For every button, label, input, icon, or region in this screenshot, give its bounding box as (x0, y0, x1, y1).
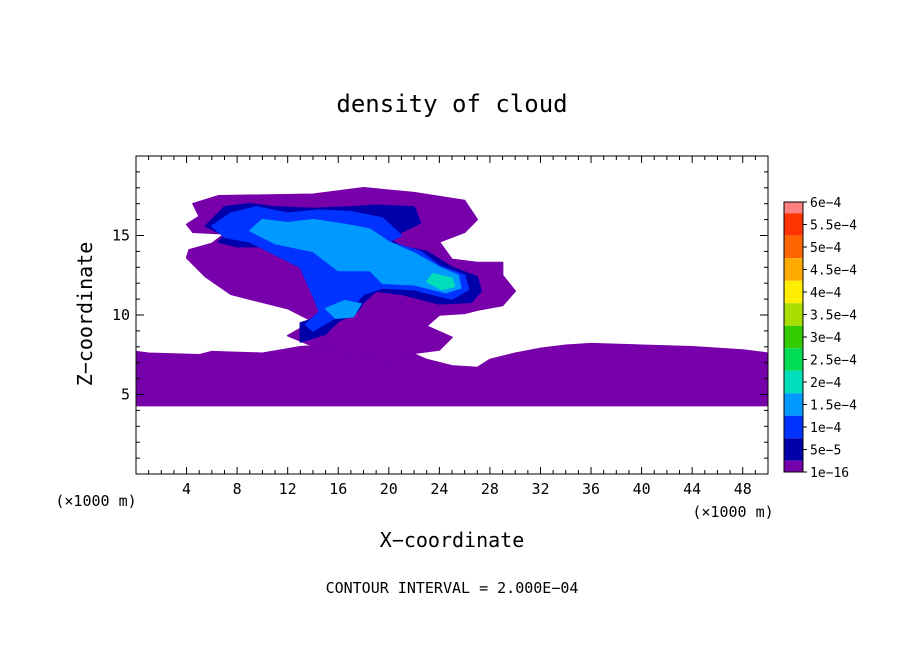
chart-title: density of cloud (336, 90, 567, 118)
contour-interval-note: CONTOUR INTERVAL = 2.000E−04 (326, 579, 579, 597)
colorbar-label: 5.5e−4 (810, 219, 857, 234)
density-region-0 (136, 341, 768, 407)
colorbar-frame (783, 201, 804, 473)
colorbar-label: 4.5e−4 (810, 264, 857, 279)
x-tick-label: 48 (734, 480, 752, 498)
x-tick-label: 8 (233, 480, 242, 498)
x-tick-label: 24 (430, 480, 448, 498)
colorbar-label: 5e−5 (810, 444, 841, 459)
colorbar-swatch (784, 393, 803, 416)
y-tick-label: 5 (121, 386, 130, 404)
x-unit-label-right: (×1000 m) (692, 503, 773, 521)
y-tick-label: 15 (112, 227, 130, 245)
colorbar-swatch (784, 303, 803, 326)
x-tick-label: 36 (582, 480, 600, 498)
colorbar-label: 2.5e−4 (810, 354, 857, 369)
colorbar-swatch-top (784, 202, 803, 214)
colorbar-swatch (784, 235, 803, 259)
density-region-5 (425, 272, 456, 291)
density-region-6 (324, 299, 362, 319)
x-tick-label: 44 (683, 480, 701, 498)
colorbar: 6e−4 5.5e−4 5e−4 4.5e−4 4e−4 3.5e−4 3e−4 2.5e−4… (783, 196, 857, 481)
colorbar-swatch (784, 258, 803, 281)
colorbar-label: 6e−4 (810, 196, 841, 211)
x-axis: 4 8 12 16 20 24 28 32 36 40 44 48 (148, 156, 756, 498)
density-field (136, 187, 768, 407)
colorbar-label: 1e−16 (810, 466, 849, 481)
colorbar-swatch (784, 415, 803, 439)
colorbar-swatch (784, 213, 803, 236)
colorbar-swatch (784, 280, 803, 304)
x-tick-label: 20 (380, 480, 398, 498)
colorbar-label: 3.5e−4 (810, 309, 857, 324)
x-tick-label: 16 (329, 480, 347, 498)
x-tick-label: 12 (279, 480, 297, 498)
colorbar-label: 2e−4 (810, 376, 841, 391)
x-tick-label: 32 (531, 480, 549, 498)
colorbar-swatch (784, 325, 803, 349)
colorbar-label: 1e−4 (810, 421, 841, 436)
colorbar-swatch (784, 438, 803, 461)
x-axis-label: X−coordinate (380, 528, 525, 552)
density-region-4 (249, 218, 462, 294)
x-tick-label: 28 (481, 480, 499, 498)
y-tick-label: 10 (112, 306, 130, 324)
x-unit-label-left: (×1000 m) (55, 492, 136, 510)
colorbar-label: 3e−4 (810, 331, 841, 346)
colorbar-swatch (784, 460, 803, 472)
colorbar-label: 4e−4 (810, 286, 841, 301)
y-axis: 5 10 15 (112, 171, 768, 459)
colorbar-label: 1.5e−4 (810, 399, 857, 414)
y-axis-label: Z−coordinate (73, 242, 97, 387)
colorbar-swatch (784, 370, 803, 394)
colorbar-label: 5e−4 (810, 241, 841, 256)
x-tick-label: 40 (633, 480, 651, 498)
colorbar-swatch (784, 348, 803, 371)
x-tick-label: 4 (182, 480, 191, 498)
